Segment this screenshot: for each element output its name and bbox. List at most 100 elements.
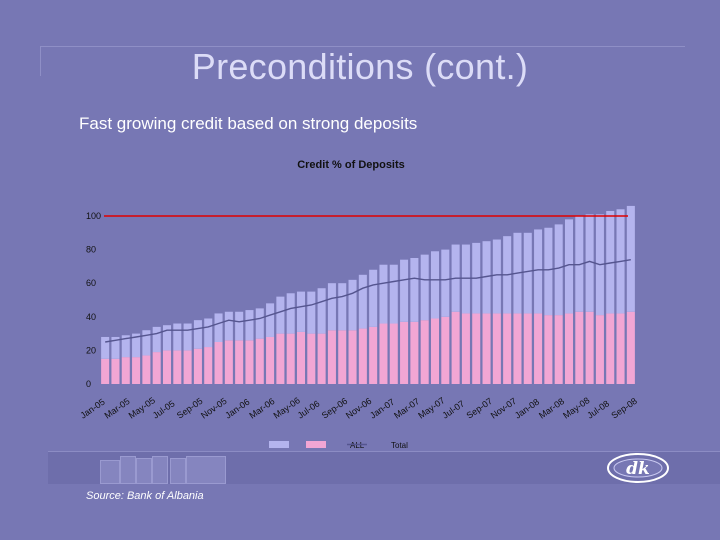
bar-fx (389, 264, 398, 324)
source-note: Source: Bank of Albania (86, 490, 204, 502)
bar-fx (338, 283, 347, 331)
bar-all (430, 318, 440, 384)
x-tick-label: Sep-08 (609, 396, 639, 421)
x-tick-label: Nov-06 (344, 396, 374, 421)
footer-rule (48, 451, 720, 452)
bar-all (461, 313, 470, 384)
bar-fx (626, 205, 635, 312)
chart-title: Credit % of Deposits (297, 159, 405, 171)
bar-all (585, 311, 594, 384)
x-tick-label: Sep-06 (320, 396, 350, 421)
bar-fx (544, 227, 553, 316)
x-tick-label: Sep-05 (175, 396, 205, 421)
bar-all (420, 320, 429, 384)
x-tick-label: Jan-05 (78, 397, 106, 421)
bar-fx (575, 216, 584, 312)
bar-all (595, 315, 604, 384)
bar-all (626, 311, 635, 384)
bar-fx (606, 210, 615, 314)
bar-all (255, 338, 264, 384)
bar-all (111, 358, 120, 384)
bar-fx (410, 258, 419, 322)
x-tick-label: May-06 (272, 395, 302, 420)
bar-all (513, 313, 522, 384)
bar-fx (585, 214, 594, 312)
legend-label: ALL (350, 441, 365, 450)
bar-all (616, 313, 625, 384)
bar-all (132, 357, 141, 384)
y-tick-label: 0 (86, 379, 91, 389)
bar-all (606, 313, 615, 384)
bar-fx (204, 318, 213, 348)
title-rule-vertical (40, 46, 41, 76)
bar-all (142, 355, 151, 384)
bar-fx (358, 274, 367, 329)
bar-fx (430, 251, 440, 319)
bar-fx (255, 308, 264, 339)
bar-fx (276, 296, 285, 334)
bar-all (286, 333, 295, 384)
bar-all (327, 330, 336, 384)
bar-all (451, 311, 460, 384)
slide-title: Preconditions (cont.) (191, 46, 529, 87)
bar-all (472, 313, 481, 384)
bar-fx (492, 239, 501, 314)
bar-fx (296, 291, 306, 332)
bar-fx (266, 303, 275, 337)
x-tick-label: Mar-05 (103, 396, 132, 421)
x-tick-label: May-05 (127, 395, 157, 420)
bar-all (379, 323, 388, 384)
bar-all (554, 315, 563, 384)
x-tick-label: Jan-07 (368, 397, 396, 421)
bar-all (338, 330, 347, 384)
bar-fx (420, 254, 429, 321)
y-tick-label: 60 (86, 278, 96, 288)
bar-fx (482, 241, 491, 314)
bar-all (441, 316, 450, 384)
bar-fx (193, 320, 202, 349)
bar-all (152, 352, 161, 384)
bar-all (214, 342, 223, 384)
bar-fx (564, 219, 574, 314)
bar-fx (369, 269, 378, 327)
bar-fx (111, 336, 120, 359)
bar-fx (461, 244, 470, 314)
bar-all (101, 358, 110, 384)
bar-fx (245, 310, 254, 341)
bar-fx (441, 249, 450, 317)
x-tick-label: Nov-07 (489, 396, 519, 421)
bar-fx (327, 283, 336, 331)
bar-all (193, 348, 202, 384)
bar-all (317, 333, 326, 384)
legend-swatch (269, 441, 289, 448)
bar-all (183, 350, 192, 384)
bar-all (224, 340, 233, 384)
bar-all (276, 333, 285, 384)
title-rule (40, 46, 685, 47)
bar-fx (183, 323, 192, 351)
bar-fx (534, 229, 543, 314)
bar-fx (400, 259, 409, 322)
x-tick-label: May-08 (561, 395, 591, 420)
bar-fx (152, 326, 161, 353)
bar-all (266, 336, 275, 384)
bar-fx (224, 311, 233, 341)
slide-subtitle: Fast growing credit based on strong depo… (79, 114, 418, 133)
bar-fx (173, 323, 182, 351)
bar-all (492, 313, 501, 384)
bar-all (348, 330, 357, 384)
y-tick-label: 80 (86, 245, 96, 255)
bar-all (503, 313, 512, 384)
bar-all (307, 333, 316, 384)
bar-all (523, 313, 532, 384)
bar-all (204, 347, 213, 384)
legend-swatch (306, 441, 326, 448)
bar-fx (121, 335, 130, 358)
x-tick-label: Sep-07 (465, 396, 495, 421)
credit-deposits-chart: Credit % of Deposits020406080100Jan-05Ma… (78, 159, 639, 450)
bar-all (575, 311, 584, 384)
x-tick-label: Mar-08 (537, 396, 566, 421)
bar-all (121, 357, 130, 384)
bar-fx (286, 293, 295, 334)
bar-all (173, 350, 182, 384)
